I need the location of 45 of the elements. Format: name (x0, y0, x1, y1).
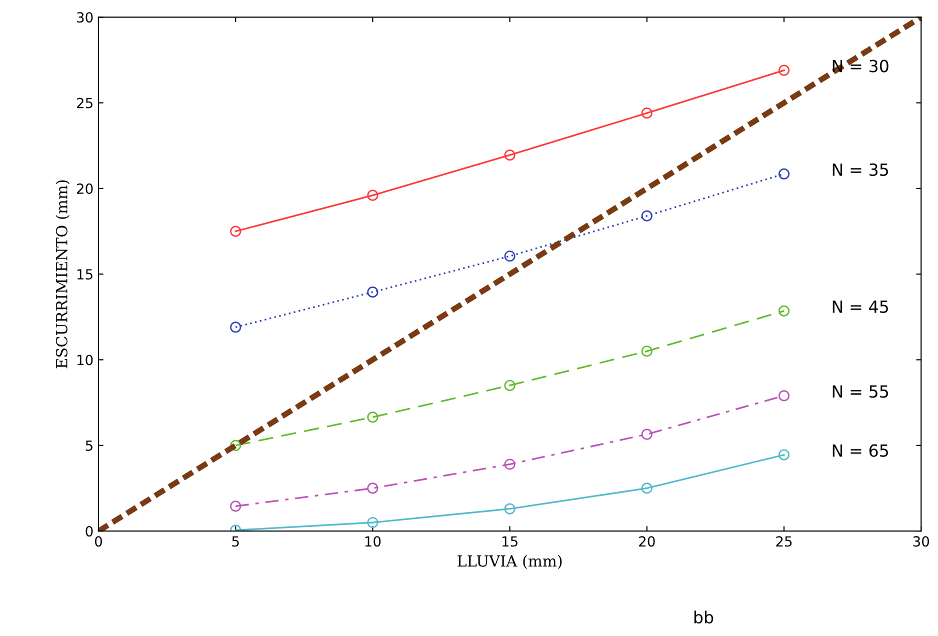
point (367, 286, 378, 298)
y-tick-label: 20 (76, 183, 93, 194)
x-tick-label: 10 (365, 536, 381, 547)
point (778, 305, 790, 316)
point (504, 503, 516, 514)
y-tick-label: 5 (86, 440, 92, 451)
x-tick-label: 30 (913, 536, 930, 547)
text: N = 55 (832, 385, 888, 398)
x-axis-title: LLUVIA (mm) (458, 554, 562, 569)
y-tick-label: 25 (76, 98, 92, 108)
point (641, 346, 652, 357)
point (641, 482, 652, 494)
point (367, 412, 378, 423)
point (504, 380, 516, 392)
point (641, 210, 652, 222)
x-tick-label: 25 (776, 536, 792, 547)
point (778, 64, 790, 76)
point (778, 168, 790, 180)
y-tick-label: 15 (77, 269, 92, 280)
x-tick-label: 5 (232, 536, 239, 547)
point (230, 500, 242, 512)
point (504, 150, 516, 161)
point (778, 449, 790, 460)
point (504, 458, 516, 470)
point (504, 250, 516, 262)
point (230, 226, 242, 237)
point (367, 516, 378, 528)
point (641, 428, 652, 440)
text: N = 45 (832, 300, 888, 314)
y-tick-label: 30 (77, 12, 93, 23)
text: bb (694, 610, 714, 624)
point (367, 190, 378, 201)
point (230, 440, 242, 451)
x-tick-label: 20 (639, 536, 655, 547)
point (367, 482, 378, 494)
x-tick-label: 15 (502, 536, 518, 547)
x-tick-label: 0 (94, 536, 102, 547)
point (778, 390, 790, 402)
point (230, 322, 242, 333)
y-axis-title: ESCURRIMIENTO (mm) (56, 180, 70, 368)
text: N = 35 (832, 163, 888, 176)
point (641, 108, 652, 119)
y-tick-label: 10 (77, 354, 93, 366)
y-tick-label: 0 (86, 526, 93, 537)
text: N = 65 (832, 444, 888, 457)
